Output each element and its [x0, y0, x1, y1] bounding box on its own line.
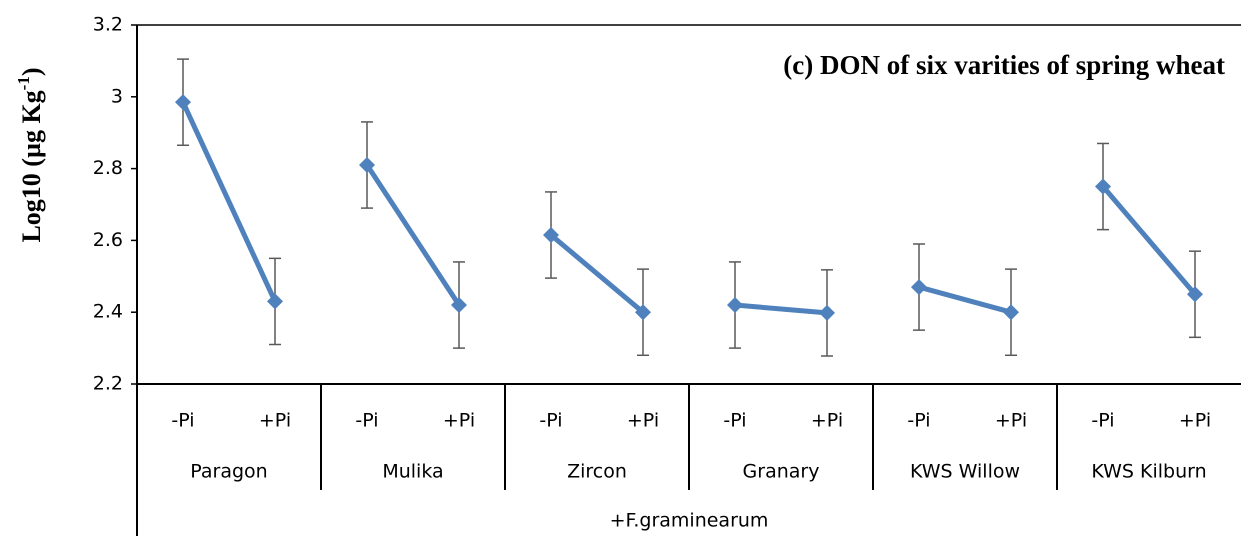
y-label-close: )	[17, 67, 46, 76]
y-tick-label: 2.6	[93, 229, 123, 251]
marker	[175, 94, 191, 111]
y-axis-label: Log10 (µg Kg-1)	[14, 67, 46, 242]
marker	[1095, 178, 1111, 195]
y-label-text: Log10 (µg Kg	[17, 90, 46, 242]
x-tick-label: +Pi	[1179, 410, 1211, 432]
x-tick-label: -Pi	[907, 410, 930, 432]
group-label: Paragon	[190, 461, 267, 483]
y-tick-label: 2.4	[93, 301, 123, 323]
marker	[727, 297, 743, 314]
y-label-superscript: -1	[14, 76, 33, 90]
marker	[635, 304, 651, 321]
line-segment	[734, 302, 828, 316]
marker	[359, 157, 375, 174]
group-label: Mulika	[382, 461, 443, 483]
marker	[1003, 304, 1019, 321]
y-tick-label: 3	[111, 85, 123, 107]
line-segment	[918, 284, 1012, 315]
marker	[1187, 286, 1203, 303]
x-tick-label: +Pi	[627, 410, 659, 432]
line-segment	[1101, 184, 1197, 296]
x-tick-label: +Pi	[259, 410, 291, 432]
x-tick-label: -Pi	[539, 410, 562, 432]
marker	[819, 304, 835, 321]
line-segment	[549, 233, 645, 315]
marker	[267, 293, 283, 310]
x-tick-label: -Pi	[171, 410, 194, 432]
x-tick-label: -Pi	[1091, 410, 1114, 432]
line-segment	[180, 101, 278, 303]
x-tick-label: -Pi	[723, 410, 746, 432]
marker	[451, 297, 467, 314]
x-tick-label: +Pi	[443, 410, 475, 432]
group-label: KWS Kilburn	[1091, 461, 1206, 483]
x-tick-label: +Pi	[811, 410, 843, 432]
marker	[543, 227, 559, 244]
y-tick-label: 2.8	[93, 157, 123, 179]
group-label: KWS Willow	[910, 461, 1020, 483]
y-tick-label: 2.2	[93, 373, 123, 395]
outer-group-label: +F.graminearum	[610, 510, 769, 532]
line-segment	[364, 163, 462, 307]
marker	[911, 279, 927, 296]
chart-title: (c) DON of six varities of spring wheat	[783, 50, 1225, 80]
group-label: Zircon	[567, 461, 627, 483]
x-tick-label: +Pi	[995, 410, 1027, 432]
y-tick-label: 3.2	[93, 14, 123, 36]
group-label: Granary	[743, 461, 820, 483]
x-tick-label: -Pi	[355, 410, 378, 432]
